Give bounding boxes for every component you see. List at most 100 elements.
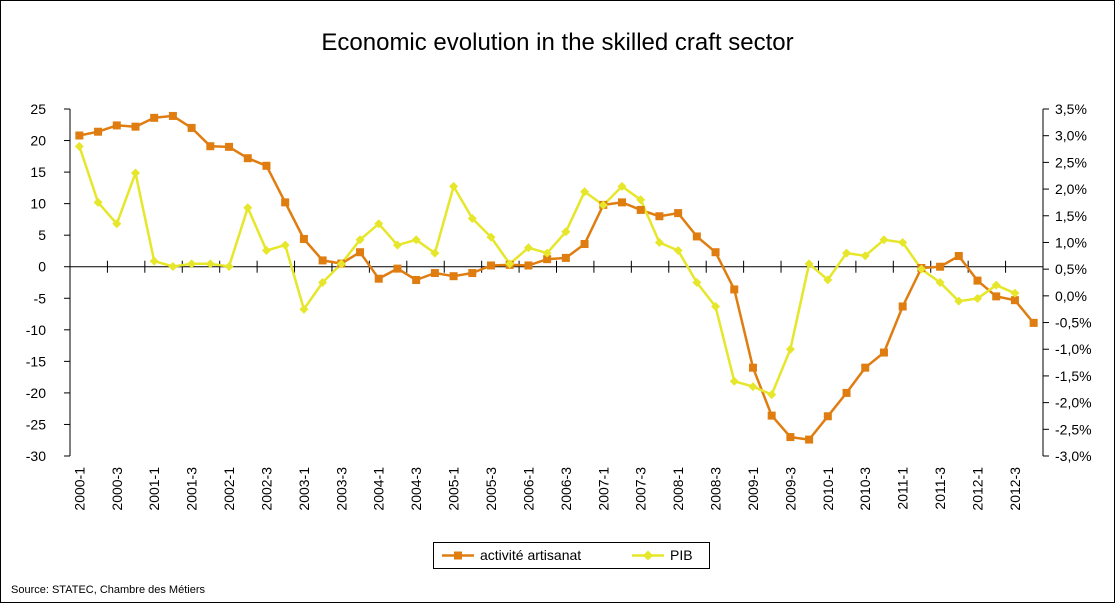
- point-pib-2006-3: [561, 227, 571, 237]
- point-pib-2002-2: [243, 203, 253, 213]
- y-right-tick-label: -2,5%: [1055, 421, 1092, 437]
- point-activite-2002-3: [262, 161, 271, 170]
- point-pib-2008-2: [692, 278, 702, 287]
- point-pib-2002-1: [224, 261, 234, 271]
- point-activite-2007-2: [617, 198, 626, 207]
- x-tick-label: 2004-3: [408, 467, 424, 511]
- legend-label-pib: PIB: [670, 547, 693, 563]
- x-tick-label: 2003-3: [333, 467, 349, 511]
- y-right-tick-label: -1,5%: [1055, 368, 1092, 384]
- point-activite-2001-4: [206, 142, 215, 151]
- point-pib-2008-1: [673, 245, 683, 255]
- x-tick-label: 2002-3: [258, 467, 274, 511]
- point-pib-2009-4: [804, 259, 814, 269]
- y-left-tick-label: -5: [34, 290, 47, 306]
- x-tick-label: 2010-3: [857, 467, 873, 511]
- point-pib-2011-2: [916, 264, 926, 274]
- point-activite-2012-2: [992, 292, 1001, 301]
- x-tick-label: 2011-1: [895, 467, 911, 510]
- point-activite-2003-4: [356, 248, 365, 257]
- point-pib-2011-4: [954, 296, 964, 306]
- x-tick-label: 2010-1: [820, 467, 836, 511]
- point-pib-2012-2: [991, 280, 1001, 290]
- point-activite-2012-1: [973, 276, 982, 285]
- point-activite-2004-3: [412, 275, 421, 284]
- point-pib-2010-2: [842, 248, 852, 258]
- y-left-tick-label: -15: [26, 353, 46, 369]
- source-note: Source: STATEC, Chambre des Métiers: [11, 584, 205, 596]
- point-activite-2004-4: [430, 269, 439, 278]
- point-pib-2007-3: [636, 195, 646, 205]
- point-pib-2005-3: [486, 232, 496, 242]
- x-tick-label: 2008-3: [708, 467, 724, 511]
- point-activite-2008-3: [711, 248, 720, 257]
- point-activite-2011-1: [898, 302, 907, 311]
- x-tick-label: 2012-3: [1007, 467, 1023, 511]
- point-activite-2010-3: [861, 363, 870, 372]
- x-tick-label: 2005-3: [483, 467, 499, 511]
- point-activite-2004-1: [374, 274, 383, 283]
- point-activite-2009-2: [767, 411, 776, 420]
- point-pib-2000-1: [74, 141, 84, 151]
- x-tick-label: 2000-3: [109, 467, 125, 511]
- point-activite-2009-1: [748, 363, 757, 372]
- point-pib-2007-4: [654, 237, 664, 247]
- chart-legend: activité artisanat PIB: [433, 542, 710, 569]
- point-pib-2009-1: [748, 382, 758, 392]
- y-left-tick-label: -30: [26, 448, 46, 464]
- x-tick-label: 2001-3: [184, 467, 200, 511]
- point-pib-2011-3: [935, 278, 945, 287]
- point-activite-2000-2: [94, 127, 103, 136]
- point-activite-2010-4: [879, 348, 888, 357]
- y-right-tick-label: -3,0%: [1055, 448, 1092, 464]
- y-right-tick-label: 3,0%: [1055, 128, 1087, 144]
- y-right-tick-label: 1,5%: [1055, 208, 1087, 224]
- point-activite-2012-4: [1029, 318, 1038, 327]
- y-left-tick-label: -20: [26, 385, 46, 401]
- point-pib-2007-1: [598, 200, 608, 210]
- point-pib-2000-3: [112, 219, 122, 229]
- x-tick-label: 2001-1: [146, 467, 162, 511]
- x-tick-label: 2012-1: [970, 467, 986, 511]
- y-right-tick-label: 1,0%: [1055, 234, 1087, 250]
- y-right-tick-label: -0,5%: [1055, 315, 1092, 331]
- point-activite-2010-1: [823, 412, 832, 421]
- series-line-activite-artisanat: [79, 114, 1035, 441]
- y-left-tick-label: 15: [30, 164, 46, 180]
- point-pib-2004-3: [411, 235, 421, 245]
- point-activite-2006-2: [543, 255, 552, 264]
- point-pib-2003-4: [355, 235, 365, 245]
- point-pib-2006-1: [523, 243, 533, 253]
- point-activite-2005-1: [449, 272, 458, 281]
- legend-label-activite: activité artisanat: [480, 547, 582, 563]
- x-tick-label: 2006-3: [558, 467, 574, 511]
- y-right-tick-label: 2,0%: [1055, 181, 1087, 197]
- y-right-tick-label: -2,0%: [1055, 395, 1092, 411]
- point-pib-2008-3: [711, 302, 721, 312]
- x-tick-label: 2006-1: [520, 467, 536, 511]
- point-pib-2010-3: [860, 251, 870, 261]
- point-activite-2011-4: [954, 252, 963, 261]
- point-activite-2006-1: [524, 261, 533, 270]
- y-left-tick-label: 5: [38, 227, 46, 243]
- point-pib-2001-4: [205, 259, 215, 269]
- point-pib-2005-2: [467, 213, 477, 223]
- point-pib-2009-3: [785, 344, 795, 354]
- point-pib-2002-4: [280, 240, 290, 250]
- x-tick-label: 2005-1: [446, 467, 462, 511]
- point-activite-2005-3: [487, 261, 496, 270]
- point-activite-2002-1: [225, 142, 234, 151]
- point-activite-2009-4: [805, 435, 814, 444]
- point-pib-2003-3: [336, 259, 346, 269]
- point-activite-2002-2: [243, 154, 252, 163]
- point-activite-2000-1: [75, 131, 84, 140]
- point-activite-2006-4: [580, 240, 589, 249]
- point-activite-2002-4: [281, 198, 290, 207]
- point-pib-2005-1: [449, 181, 459, 191]
- x-tick-label: 2007-1: [595, 467, 611, 511]
- point-pib-2004-4: [430, 248, 440, 258]
- point-pib-2006-4: [580, 187, 590, 197]
- y-right-tick-label: -1,0%: [1055, 341, 1092, 357]
